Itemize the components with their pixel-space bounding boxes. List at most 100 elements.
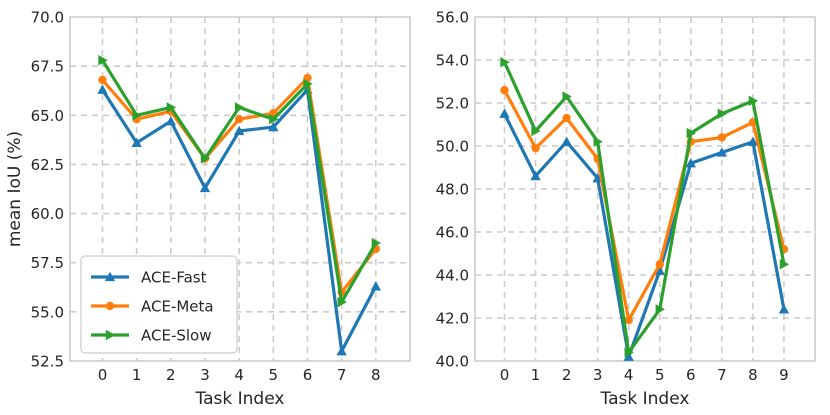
data-point-ace-slow <box>303 78 313 90</box>
x-tick-label: 7 <box>337 366 347 384</box>
data-point-ace-meta <box>717 133 727 142</box>
y-tick-label: 54.0 <box>436 52 469 70</box>
data-point-ace-meta <box>500 85 509 95</box>
data-point-ace-slow <box>371 237 382 249</box>
legend-marker <box>105 329 116 341</box>
x-tick-label: 7 <box>717 366 727 384</box>
legend-label: ACE-Meta <box>141 298 214 316</box>
x-tick-label: 5 <box>655 366 665 384</box>
x-tick-label: 2 <box>166 366 176 384</box>
data-point-ace-fast <box>199 182 211 193</box>
y-tick-label: 62.5 <box>31 156 64 174</box>
x-axis-label: Task Index <box>195 389 285 409</box>
x-tick-label: 6 <box>686 366 696 384</box>
data-point-ace-meta <box>98 75 107 85</box>
x-tick-label: 1 <box>132 366 142 384</box>
data-point-ace-fast <box>165 115 177 126</box>
data-point-ace-meta <box>562 113 571 123</box>
y-tick-label: 70.0 <box>31 9 64 27</box>
series-ace-fast <box>499 108 790 361</box>
x-tick-label: 0 <box>500 366 510 384</box>
y-axis-label: mean IoU (%) <box>5 131 25 247</box>
data-point-ace-slow <box>234 102 245 113</box>
series-ace-slow <box>98 55 382 308</box>
plot-frame <box>474 16 816 362</box>
y-tick-label: 67.5 <box>31 58 64 76</box>
data-point-ace-slow <box>562 91 572 102</box>
data-point-ace-slow <box>717 108 728 119</box>
legend-label: ACE-Slow <box>141 327 212 345</box>
data-point-ace-fast <box>370 281 382 291</box>
data-point-ace-slow <box>98 55 108 66</box>
x-tick-label: 4 <box>234 366 244 384</box>
data-point-ace-fast <box>623 351 634 361</box>
x-tick-label: 6 <box>303 366 313 384</box>
data-point-ace-slow <box>593 136 603 147</box>
data-point-ace-slow <box>200 153 211 164</box>
data-point-ace-fast <box>747 136 759 146</box>
data-point-ace-fast <box>530 170 541 181</box>
data-point-ace-meta <box>655 260 664 269</box>
legend-box <box>80 255 238 354</box>
x-tick-label: 8 <box>748 366 758 384</box>
x-axis-label: Task Index <box>600 389 690 409</box>
data-point-ace-slow <box>269 114 279 125</box>
y-tick-label: 55.0 <box>31 303 64 321</box>
x-tick-label: 4 <box>624 366 634 384</box>
data-point-ace-fast <box>499 108 510 118</box>
y-tick-label: 50.0 <box>436 138 469 156</box>
data-point-ace-meta <box>234 115 244 124</box>
y-tick-label: 48.0 <box>436 181 469 199</box>
series-ace-fast <box>97 84 382 356</box>
x-tick-label: 3 <box>200 366 210 384</box>
data-point-ace-meta <box>531 143 540 153</box>
data-point-ace-slow <box>166 102 177 113</box>
data-point-ace-slow <box>624 347 634 358</box>
series-line-ace-meta <box>502 88 786 322</box>
data-point-ace-fast <box>561 136 572 146</box>
data-point-ace-slow <box>531 125 541 137</box>
y-tick-label: 52.5 <box>31 353 64 371</box>
right-chart: 40.0 42.0 44.0 46.0 48.0 50.0 52.0 54.0 56.0 0 1 2 3… <box>436 9 816 409</box>
y-tick-label: 65.0 <box>31 107 64 125</box>
y-tick-label: 46.0 <box>436 224 469 242</box>
series-line-ace-fast <box>502 112 786 359</box>
left-chart: 52.5 55.0 57.5 60.0 62.5 65.0 67.5 70.0 0 1 2 3 4 5 6 7… <box>5 9 411 409</box>
data-point-ace-slow <box>655 304 665 315</box>
series-ace-slow <box>500 56 790 358</box>
legend-entry-ace-meta: ACE-Meta <box>91 298 214 316</box>
y-tick-label: 57.5 <box>31 254 64 272</box>
x-tick-label: 1 <box>531 366 541 384</box>
y-tick-label: 42.0 <box>436 310 469 328</box>
x-tick-label: 0 <box>98 366 108 384</box>
legend-marker <box>104 271 116 282</box>
x-tick-label: 5 <box>269 366 279 384</box>
data-point-ace-fast <box>97 84 108 94</box>
data-point-ace-slow <box>686 127 696 139</box>
data-point-ace-meta <box>624 315 633 325</box>
legend-entry-ace-fast: ACE-Fast <box>91 269 207 287</box>
x-tick-label: 2 <box>562 366 572 384</box>
plot-frame <box>69 16 411 362</box>
data-point-ace-fast <box>336 345 347 356</box>
series-line-ace-slow <box>502 60 786 354</box>
y-tick-label: 60.0 <box>31 205 64 223</box>
legend: ACE-Fast ACE-Meta ACE-Slow <box>80 255 238 354</box>
legend-marker <box>105 301 115 311</box>
y-tick-label: 40.0 <box>436 353 469 371</box>
data-point-ace-slow <box>500 56 510 68</box>
data-point-ace-fast <box>654 265 665 275</box>
data-point-ace-slow <box>748 95 759 107</box>
x-tick-label: 8 <box>371 366 381 384</box>
data-point-ace-fast <box>716 147 728 157</box>
x-tick-label: 3 <box>593 366 603 384</box>
legend-entry-ace-slow: ACE-Slow <box>91 327 212 345</box>
data-point-ace-slow <box>337 296 347 308</box>
y-tick-label: 52.0 <box>436 95 469 113</box>
x-tick-label: 9 <box>779 366 789 384</box>
data-point-ace-fast <box>233 125 245 136</box>
legend-label: ACE-Fast <box>141 269 207 287</box>
y-tick-label: 44.0 <box>436 267 469 285</box>
data-point-ace-fast <box>131 137 142 147</box>
